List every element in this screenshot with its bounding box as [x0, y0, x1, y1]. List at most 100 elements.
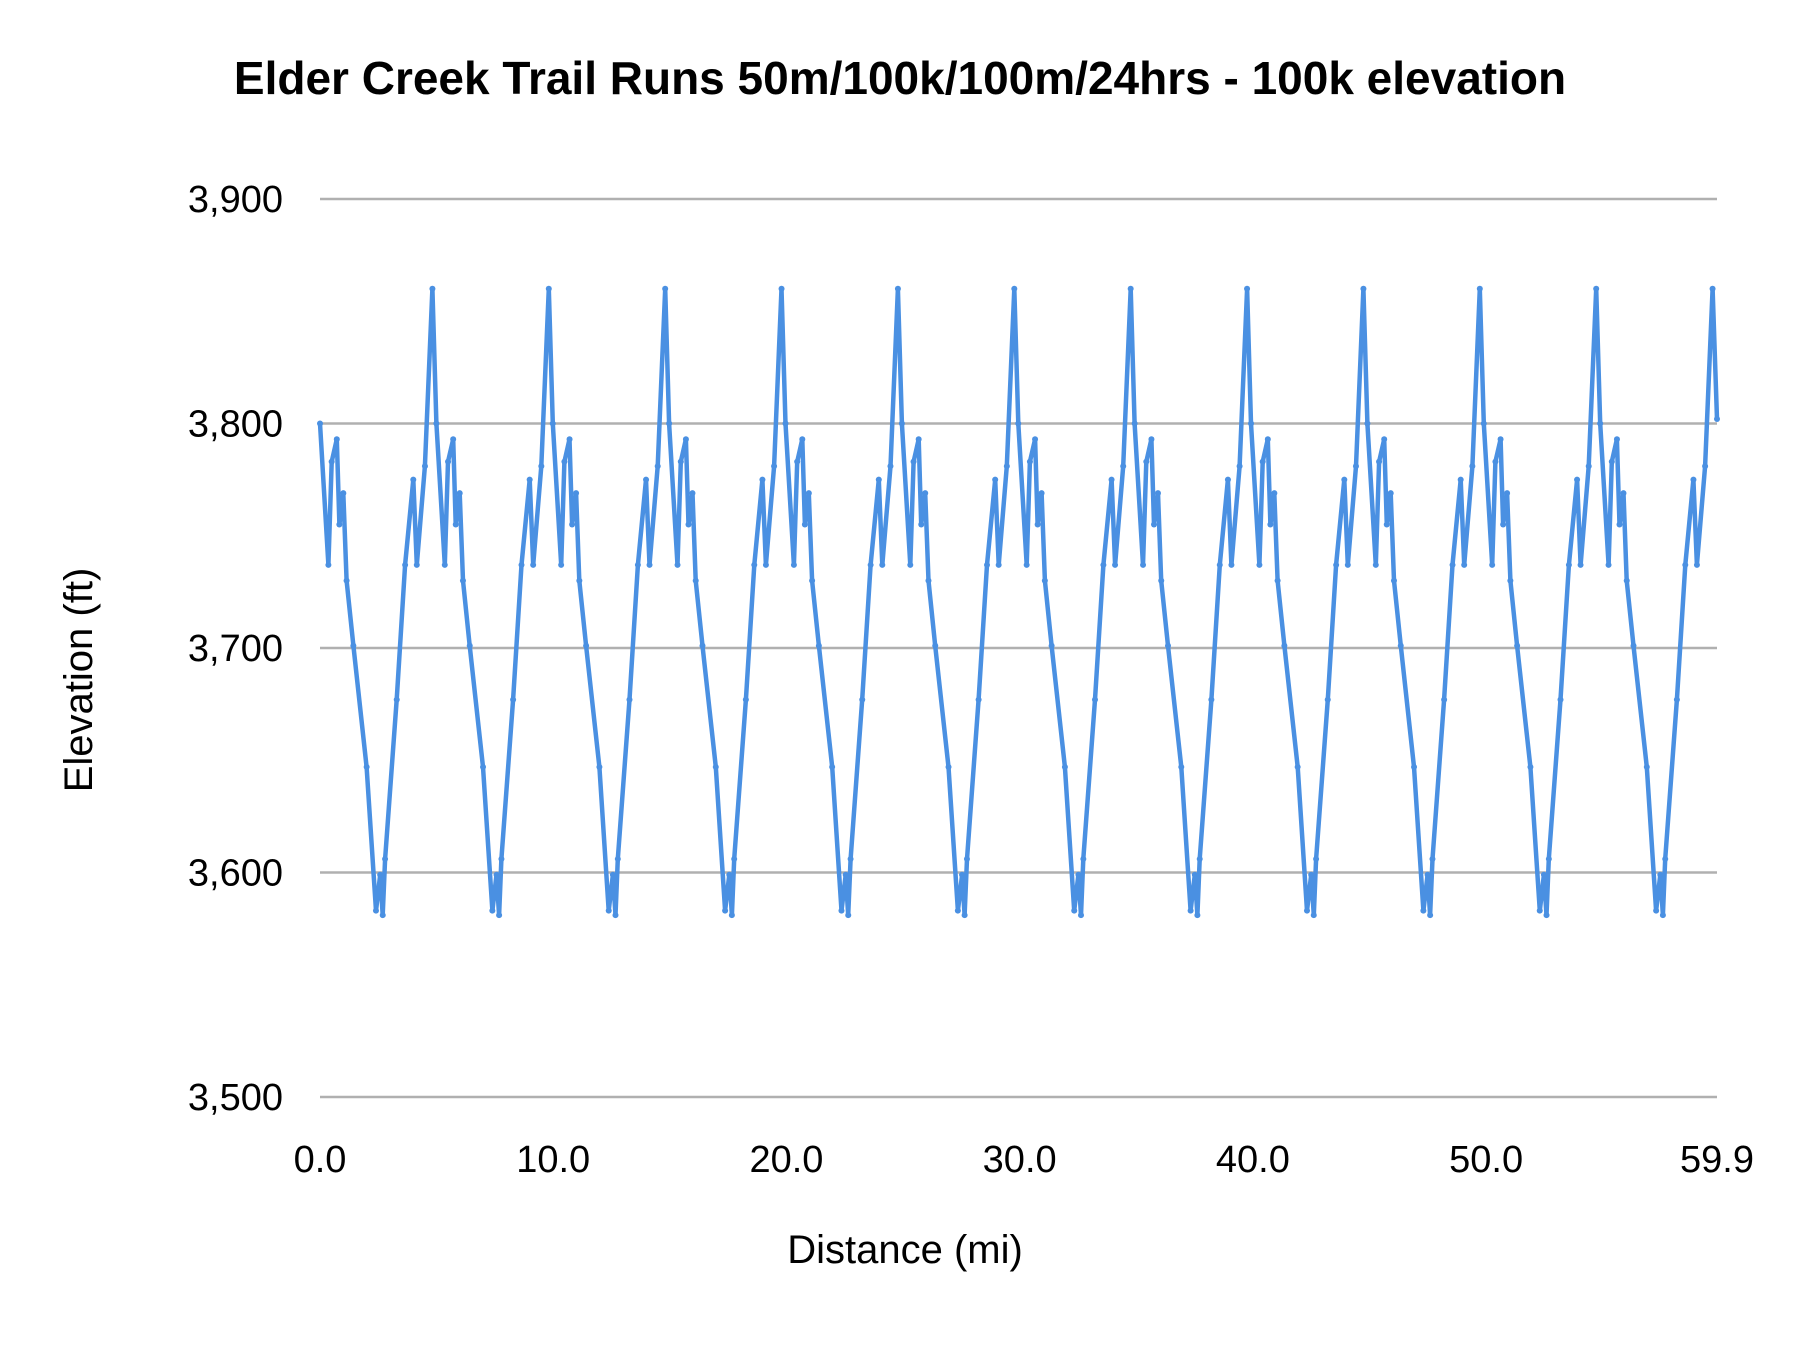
- data-point: [646, 561, 653, 568]
- data-point: [583, 642, 590, 649]
- data-point: [1003, 463, 1010, 470]
- data-point: [1127, 285, 1134, 292]
- data-point: [1659, 912, 1666, 919]
- data-point: [573, 490, 580, 497]
- data-point: [1259, 458, 1266, 465]
- data-point: [1540, 871, 1547, 878]
- data-point: [350, 642, 357, 649]
- data-point: [963, 856, 970, 863]
- data-point: [1023, 561, 1030, 568]
- data-point: [731, 856, 738, 863]
- data-point: [1536, 907, 1543, 914]
- data-point: [518, 561, 525, 568]
- data-point: [1504, 490, 1511, 497]
- data-point: [898, 420, 905, 427]
- data-point: [413, 561, 420, 568]
- data-point: [910, 458, 917, 465]
- x-tick-label: 40.0: [1216, 1139, 1290, 1181]
- data-point: [975, 696, 982, 703]
- data-point: [654, 463, 661, 470]
- data-point: [1264, 436, 1271, 443]
- data-point: [879, 561, 886, 568]
- data-point: [845, 912, 852, 919]
- data-point: [1381, 436, 1388, 443]
- data-point: [1271, 490, 1278, 497]
- data-point: [1376, 458, 1383, 465]
- data-point: [1061, 763, 1068, 770]
- data-point: [838, 907, 845, 914]
- data-point: [1208, 696, 1215, 703]
- x-tick-label: 50.0: [1449, 1139, 1523, 1181]
- data-point: [712, 763, 719, 770]
- data-point: [609, 871, 616, 878]
- data-point: [558, 561, 565, 568]
- data-point: [1714, 416, 1720, 423]
- data-point: [932, 642, 939, 649]
- data-point: [859, 696, 866, 703]
- data-point: [1333, 561, 1340, 568]
- data-point: [1038, 490, 1045, 497]
- data-point: [1682, 561, 1689, 568]
- data-point: [410, 476, 417, 483]
- data-point: [666, 420, 673, 427]
- data-point: [1424, 871, 1431, 878]
- data-point: [1565, 561, 1572, 568]
- data-point: [1693, 561, 1700, 568]
- data-point: [1248, 420, 1255, 427]
- data-point: [1372, 561, 1379, 568]
- data-point: [1662, 856, 1669, 863]
- data-point: [1120, 463, 1127, 470]
- data-point: [493, 871, 500, 878]
- data-point: [922, 490, 929, 497]
- data-point: [459, 577, 466, 584]
- data-point: [450, 436, 457, 443]
- data-point: [336, 521, 343, 528]
- data-point: [1158, 577, 1165, 584]
- data-point: [995, 561, 1002, 568]
- data-point: [1194, 912, 1201, 919]
- data-point: [402, 561, 409, 568]
- data-point: [759, 476, 766, 483]
- data-point: [1469, 463, 1476, 470]
- data-point: [790, 561, 797, 568]
- data-point: [1310, 912, 1317, 919]
- data-point: [1341, 476, 1348, 483]
- y-tick-label: 3,700: [188, 628, 283, 670]
- data-point: [489, 907, 496, 914]
- data-point: [771, 463, 778, 470]
- data-point: [1383, 521, 1390, 528]
- data-point: [363, 763, 370, 770]
- data-point: [1613, 436, 1620, 443]
- data-point: [875, 476, 882, 483]
- y-tick-label: 3,800: [188, 404, 283, 446]
- data-point: [815, 642, 822, 649]
- data-point: [1026, 458, 1033, 465]
- x-axis-label: Distance (mi): [787, 1228, 1023, 1272]
- data-point: [1585, 463, 1592, 470]
- data-point: [1143, 458, 1150, 465]
- data-point: [393, 696, 400, 703]
- data-point: [1140, 561, 1147, 568]
- data-point: [382, 856, 389, 863]
- data-point: [1011, 285, 1018, 292]
- gridlines: [320, 197, 1717, 1099]
- data-point: [1360, 285, 1367, 292]
- data-point: [441, 561, 448, 568]
- data-point: [1449, 561, 1456, 568]
- data-point: [433, 420, 440, 427]
- data-point: [1196, 856, 1203, 863]
- data-point: [1080, 856, 1087, 863]
- data-point: [549, 420, 556, 427]
- data-point: [1091, 696, 1098, 703]
- data-point: [561, 458, 568, 465]
- elevation-series-line: [317, 286, 1720, 918]
- data-point: [1303, 907, 1310, 914]
- data-point: [1643, 763, 1650, 770]
- data-point: [782, 420, 789, 427]
- data-point: [722, 907, 729, 914]
- data-point: [1112, 561, 1119, 568]
- data-point: [1274, 577, 1281, 584]
- data-point: [510, 696, 517, 703]
- data-point: [1071, 907, 1078, 914]
- data-point: [1224, 476, 1231, 483]
